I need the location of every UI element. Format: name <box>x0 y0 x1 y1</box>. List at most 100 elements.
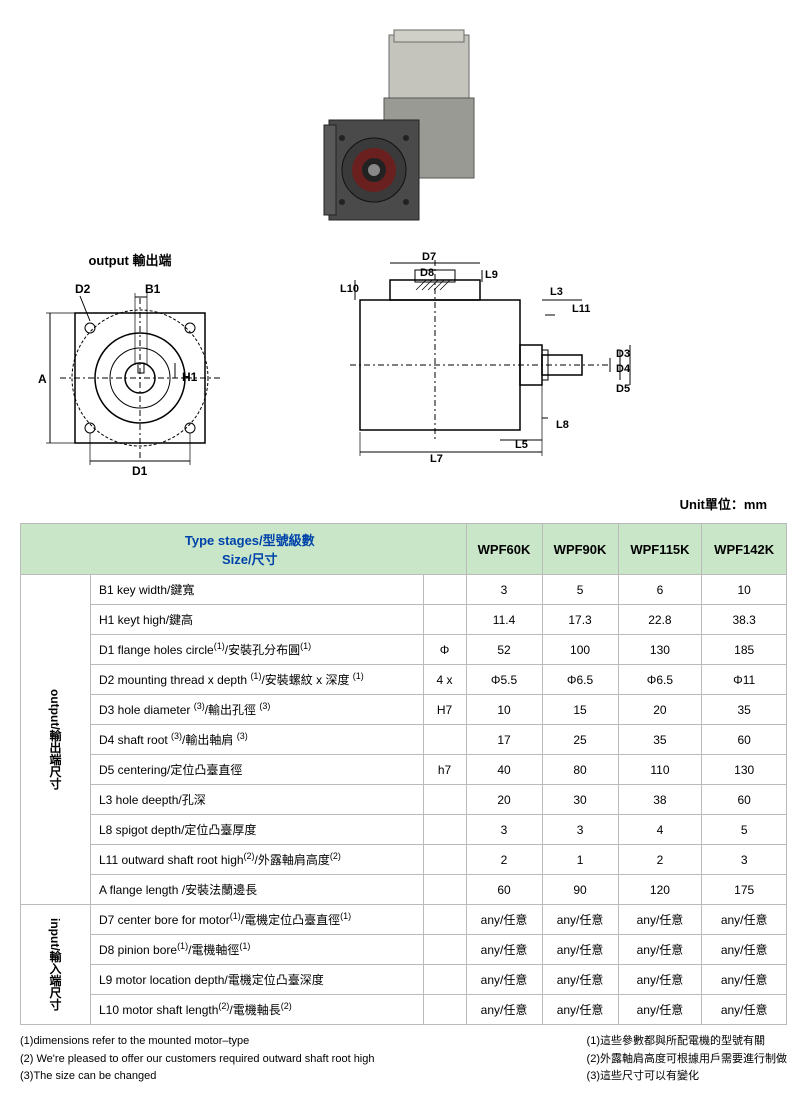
cell-value: 5 <box>702 815 787 845</box>
footnotes: (1)dimensions refer to the mounted motor… <box>20 1033 787 1086</box>
cell-value: 10 <box>702 575 787 605</box>
cell-value: any/任意 <box>702 995 787 1025</box>
cell-value: 3 <box>466 575 542 605</box>
table-row: D8 pinion bore(1)/電機軸徑(1)any/任意any/任意any… <box>21 935 787 965</box>
cell-value: 2 <box>618 845 702 875</box>
table-row: H1 keyt high/鍵高 11.417.322.838.3 <box>21 605 787 635</box>
cell-value: 5 <box>542 575 618 605</box>
cell-value: 80 <box>542 755 618 785</box>
cell-value: 38 <box>618 785 702 815</box>
dim-l5: L5 <box>515 439 528 451</box>
product-photo-area <box>20 20 787 240</box>
footnote-line: (1)dimensions refer to the mounted motor… <box>20 1033 375 1051</box>
table-row: D2 mounting thread x depth (1)/安裝螺紋 x 深度… <box>21 665 787 695</box>
size-header: Type stages/型號級數 Size/尺寸 <box>21 524 467 575</box>
row-label: L10 motor shaft length(2)/電機軸長(2) <box>91 995 424 1025</box>
cell-value: any/任意 <box>702 905 787 935</box>
cell-value: 20 <box>466 785 542 815</box>
section-vert-label: output/輸出端尺寸 <box>21 575 91 905</box>
cell-value: any/任意 <box>542 935 618 965</box>
cell-value: 3 <box>702 845 787 875</box>
row-label: D4 shaft root (3)/輸出軸肩 (3) <box>91 725 424 755</box>
model-0: WPF60K <box>466 524 542 575</box>
cell-value: any/任意 <box>618 995 702 1025</box>
footnote-line: (1)這些參數都與所配電機的型號有關 <box>587 1033 787 1051</box>
row-tolerance: h7 <box>423 755 466 785</box>
table-row: L11 outward shaft root high(2)/外露軸肩高度(2)… <box>21 845 787 875</box>
row-tolerance <box>423 875 466 905</box>
cell-value: 130 <box>618 635 702 665</box>
row-tolerance <box>423 995 466 1025</box>
cell-value: 90 <box>542 875 618 905</box>
unit-label: Unit單位：mm <box>20 494 767 513</box>
footnote-line: (2) We're pleased to offer our customers… <box>20 1051 375 1069</box>
row-label: B1 key width/鍵寬 <box>91 575 424 605</box>
cell-value: 15 <box>542 695 618 725</box>
cell-value: any/任意 <box>466 995 542 1025</box>
row-tolerance <box>423 575 466 605</box>
cell-value: 17 <box>466 725 542 755</box>
footnote-line: (3)The size can be changed <box>20 1068 375 1086</box>
table-row: D5 centering/定位凸臺直徑h74080110130 <box>21 755 787 785</box>
cell-value: 185 <box>702 635 787 665</box>
cell-value: 100 <box>542 635 618 665</box>
cell-value: Φ6.5 <box>542 665 618 695</box>
row-label: D8 pinion bore(1)/電機軸徑(1) <box>91 935 424 965</box>
row-label: L3 hole deepth/孔深 <box>91 785 424 815</box>
row-label: D1 flange holes circle(1)/安裝孔分布圓(1) <box>91 635 424 665</box>
row-tolerance: 4 x <box>423 665 466 695</box>
cell-value: any/任意 <box>542 905 618 935</box>
cell-value: 60 <box>466 875 542 905</box>
row-tolerance <box>423 605 466 635</box>
row-label: D2 mounting thread x depth (1)/安裝螺紋 x 深度… <box>91 665 424 695</box>
cell-value: any/任意 <box>466 965 542 995</box>
front-view-block: output 輸出端 D2 B1 A <box>20 250 240 486</box>
table-row: L9 motor location depth/電機定位凸臺深度 any/任意an… <box>21 965 787 995</box>
table-row: D3 hole diameter (3)/輸出孔徑 (3)H710152035 <box>21 695 787 725</box>
dim-d7: D7 <box>422 251 436 263</box>
footnote-line: (3)這些尺寸可以有變化 <box>587 1068 787 1086</box>
cell-value: any/任意 <box>466 935 542 965</box>
dim-l7: L7 <box>430 453 443 465</box>
cell-value: Φ6.5 <box>618 665 702 695</box>
row-label: L9 motor location depth/電機定位凸臺深度 <box>91 965 424 995</box>
cell-value: 11.4 <box>466 605 542 635</box>
cell-value: any/任意 <box>702 935 787 965</box>
table-row: D4 shaft root (3)/輸出軸肩 (3)17253560 <box>21 725 787 755</box>
diagrams-row: output 輸出端 D2 B1 A <box>20 250 787 486</box>
cell-value: 35 <box>702 695 787 725</box>
dim-d3: D3 <box>616 348 630 360</box>
row-tolerance <box>423 905 466 935</box>
cell-value: 17.3 <box>542 605 618 635</box>
cell-value: 3 <box>466 815 542 845</box>
cell-value: 52 <box>466 635 542 665</box>
table-row: A flange length /安裝法蘭邊長6090120175 <box>21 875 787 905</box>
cell-value: 30 <box>542 785 618 815</box>
cell-value: 2 <box>466 845 542 875</box>
row-tolerance <box>423 965 466 995</box>
cell-value: 3 <box>542 815 618 845</box>
side-view-diagram: D7 D8 L9 L10 L3 L11 D3 D4 D5 L8 L5 L7 <box>320 250 640 470</box>
cell-value: Φ11 <box>702 665 787 695</box>
cell-value: 22.8 <box>618 605 702 635</box>
cell-value: 25 <box>542 725 618 755</box>
product-photo <box>294 20 514 240</box>
cell-value: any/任意 <box>466 905 542 935</box>
cell-value: 130 <box>702 755 787 785</box>
cell-value: 110 <box>618 755 702 785</box>
row-label: L8 spigot depth/定位凸臺厚度 <box>91 815 424 845</box>
output-title: output 輸出端 <box>20 250 240 269</box>
footnotes-left: (1)dimensions refer to the mounted motor… <box>20 1033 375 1086</box>
dim-d4: D4 <box>616 363 631 375</box>
cell-value: 38.3 <box>702 605 787 635</box>
dim-a: A <box>38 372 47 386</box>
dim-d8: D8 <box>420 267 434 279</box>
cell-value: 20 <box>618 695 702 725</box>
row-label: H1 keyt high/鍵高 <box>91 605 424 635</box>
cell-value: any/任意 <box>542 965 618 995</box>
model-1: WPF90K <box>542 524 618 575</box>
table-row: L10 motor shaft length(2)/電機軸長(2)any/任意a… <box>21 995 787 1025</box>
model-3: WPF142K <box>702 524 787 575</box>
row-label: L11 outward shaft root high(2)/外露軸肩高度(2) <box>91 845 424 875</box>
cell-value: any/任意 <box>542 995 618 1025</box>
